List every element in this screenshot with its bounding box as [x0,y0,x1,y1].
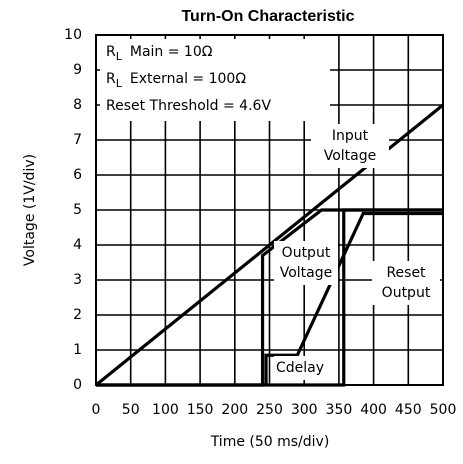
chart-title: Turn-On Characteristic [181,8,354,25]
y-tick-label: 6 [73,167,82,183]
x-axis-label: Time (50 ms/div) [210,434,330,450]
series-label-text: Cdelay [276,360,324,376]
y-tick-label: 9 [73,62,82,78]
series-line [96,208,443,387]
y-tick-label: 1 [73,342,82,358]
x-tick-label: 500 [430,402,457,418]
annotation-text: Main = 10Ω [130,44,213,60]
series-label: Cdelay [274,356,326,380]
y-axis-label: Voltage (1V/div) [22,154,38,266]
series-label-background [274,241,338,285]
annotation-subscript: L [116,77,123,90]
series-label: Reset Output [372,261,440,305]
annotation-subscript: L [116,50,123,63]
x-tick-label: 100 [152,402,179,418]
y-tick-label: 3 [73,272,82,288]
series-label-background [372,261,440,305]
series-label-background [274,356,326,380]
series-label-line: Voltage [280,265,333,281]
y-tick-label: 2 [73,307,82,323]
annotation-label: R [106,71,116,87]
x-tick-label: 200 [221,402,248,418]
annotation-background [100,39,330,121]
x-tick-label: 0 [92,402,101,418]
series-label-text: Input Voltage [324,128,377,164]
annotation-label: Reset Threshold = 4.6V [106,98,271,114]
series-label-line: Output [282,245,331,261]
series-label: Input Voltage [311,124,389,168]
x-tick-label: 150 [187,402,214,418]
annotation-label: R [106,44,116,60]
series-label-line: Output [382,285,431,301]
series-label-line: Voltage [324,148,377,164]
series-label: Output Voltage [274,241,338,285]
y-tick-label: 0 [73,377,82,393]
annotation: RL Main = 10Ω [106,44,213,63]
x-tick-label: 250 [256,402,283,418]
annotation-text: External = 100Ω [130,71,246,87]
series-line [264,211,443,385]
series-label-background [311,124,389,168]
y-tick-label: 5 [73,202,82,218]
series-label-line: Reset [386,265,426,281]
y-tick-label: 7 [73,132,82,148]
x-tick-label: 50 [122,402,140,418]
series-label-text: Output Voltage [280,245,333,281]
x-tick-label: 450 [395,402,422,418]
series-label-text: Reset Output [382,265,431,301]
y-tick-label: 10 [64,27,82,43]
series-label-line: Input [332,128,369,144]
x-tick-label: 350 [326,402,353,418]
x-tick-label: 300 [291,402,318,418]
annotation: RL External = 100Ω [106,71,246,90]
x-tick-label: 400 [360,402,387,418]
annotation: Reset Threshold = 4.6V [106,98,271,114]
y-tick-label: 8 [73,97,82,113]
y-tick-label: 4 [73,237,82,253]
